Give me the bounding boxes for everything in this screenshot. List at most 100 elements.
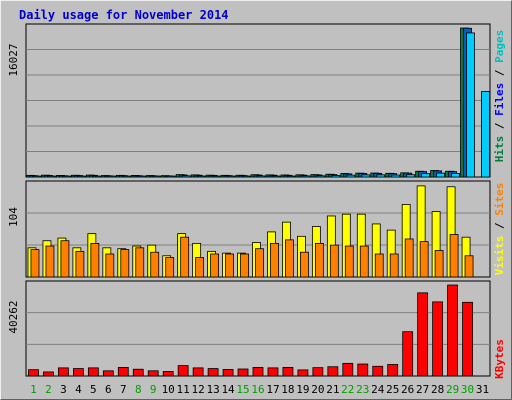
bar-pages-12 [196,175,206,178]
bar-kbytes-15 [237,368,249,377]
bar-sites-5 [90,242,100,278]
bar-pages-8 [136,175,146,178]
bar-pages-14 [226,175,236,178]
bar-pages-25 [391,174,401,178]
x-tick-label: 24 [371,383,385,396]
x-tick-label: 17 [266,383,279,396]
bar-pages-7 [121,175,131,178]
x-tick-label: 26 [401,383,414,396]
ymax-label-visits_sites: 104 [7,207,20,227]
bar-sites-4 [75,250,85,278]
bar-sites-13 [210,253,219,278]
bar-pages-4 [76,175,86,178]
bar-pages-10 [166,175,176,178]
bar-sites-28 [434,250,444,278]
x-tick-label: 27 [416,383,429,396]
x-tick-label: 10 [162,383,175,396]
bar-kbytes-28 [432,301,444,377]
x-tick-label: 5 [90,383,97,396]
bar-kbytes-13 [207,368,219,377]
x-tick-label: 18 [281,383,294,396]
bar-pages-17 [271,175,281,178]
bar-kbytes-8 [132,368,144,377]
legend-kbytes: KBytes [493,339,506,379]
chart-title: Daily usage for November 2014 [19,8,229,22]
bar-pages-9 [151,175,161,178]
bar-pages-21 [331,175,341,178]
x-tick-label: 21 [326,383,339,396]
bar-sites-3 [60,240,70,278]
x-tick-label: 2 [45,383,52,396]
bar-pages-2 [47,175,56,178]
bar-kbytes-19 [297,369,309,377]
bar-sites-21 [329,244,339,278]
x-tick-label: 20 [311,383,324,396]
bar-pages-1 [32,175,41,178]
x-tick-label: 29 [446,383,459,396]
bar-pages-6 [106,175,116,178]
bar-kbytes-4 [72,368,84,377]
bar-kbytes-14 [222,369,234,377]
x-tick-label: 28 [431,383,444,396]
bar-pages-11 [181,175,191,178]
x-tick-label: 7 [120,383,127,396]
bar-kbytes-10 [162,371,174,377]
bar-kbytes-26 [402,331,414,377]
x-tick-label: 13 [206,383,219,396]
bar-kbytes-1 [28,369,39,377]
bar-sites-30 [464,255,474,278]
bar-kbytes-20 [312,367,324,377]
bar-sites-23 [359,245,369,278]
x-tick-label: 1 [30,383,37,396]
ymax-label-hits_files_pages: 16027 [7,43,20,76]
x-tick-label: 11 [177,383,190,396]
bar-sites-10 [165,257,175,278]
bar-sites-19 [300,251,309,278]
x-tick-label: 8 [135,383,142,396]
bar-kbytes-22 [342,362,354,377]
legend-visits-sites: Visits / Sites [493,183,506,276]
bar-sites-6 [105,253,115,278]
bar-sites-14 [225,253,234,278]
bar-sites-24 [374,253,384,278]
bar-pages-13 [211,175,221,178]
bar-pages-28 [436,172,446,178]
bar-sites-17 [270,242,279,278]
bar-kbytes-30 [462,301,473,377]
bar-kbytes-18 [282,367,294,377]
x-tick-label: 9 [150,383,157,396]
x-tick-label: 6 [105,383,112,396]
bar-pages-27 [421,173,431,178]
bar-kbytes-25 [387,364,399,377]
x-tick-label: 4 [75,383,82,396]
bar-pages-16 [256,175,266,178]
bar-sites-8 [135,247,145,278]
bar-pages-19 [301,175,311,178]
bar-pages-30 [466,32,475,178]
bar-kbytes-12 [192,367,204,377]
legend-hits-files-pages: Hits / Files / Pages [493,30,506,163]
bar-sites-2 [45,245,55,278]
bar-kbytes-3 [58,367,69,377]
bar-kbytes-27 [417,292,429,377]
x-tick-label: 3 [60,383,67,396]
bar-kbytes-6 [102,370,114,377]
bar-pages-18 [286,175,296,178]
bar-kbytes-9 [147,370,159,377]
x-tick-label: 25 [386,383,399,396]
bar-sites-22 [344,245,354,278]
x-tick-label: 23 [356,383,369,396]
x-tick-label: 22 [341,383,354,396]
bar-pages-15 [241,175,251,178]
bar-pages-22 [346,174,356,178]
bar-kbytes-7 [117,367,129,377]
bar-pages-23 [361,174,371,178]
bar-sites-26 [404,238,414,278]
bar-pages-24 [376,174,386,178]
bar-pages-31 [481,91,490,178]
bar-sites-20 [314,242,324,278]
bar-kbytes-5 [87,367,99,377]
bar-sites-9 [150,251,160,278]
bar-kbytes-29 [447,284,458,377]
bar-pages-5 [91,175,101,178]
